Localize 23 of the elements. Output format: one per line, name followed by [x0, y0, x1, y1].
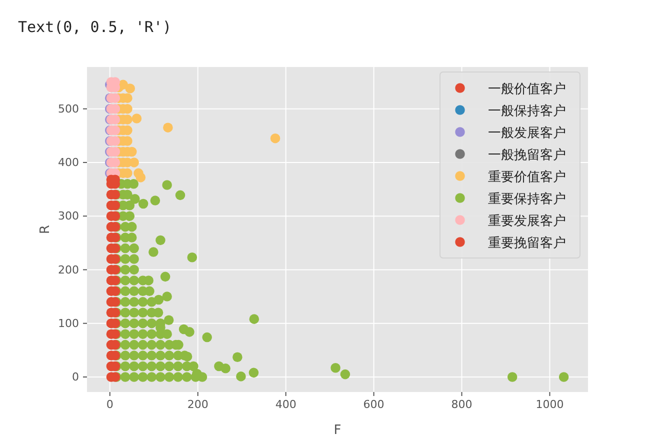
- legend-label: 重要挽留客户: [488, 235, 566, 251]
- legend-label: 重要发展客户: [488, 213, 566, 229]
- legend-label: 一般挽留客户: [488, 147, 566, 163]
- x-tick-label: 1000: [536, 398, 564, 411]
- x-tick-label: 600: [363, 398, 384, 411]
- legend-label: 一般发展客户: [488, 125, 566, 141]
- y-tick-label: 100: [58, 316, 79, 330]
- y-tick-label: 500: [58, 102, 79, 116]
- x-axis-title: F: [334, 423, 342, 438]
- y-tick-label: 200: [58, 263, 79, 276]
- legend-label: 重要保持客户: [488, 191, 566, 207]
- legend-label: 重要价值客户: [488, 169, 566, 185]
- y-tick-label: 0: [72, 370, 79, 384]
- x-tick-label: 200: [187, 398, 208, 411]
- x-tick-label: 800: [451, 398, 472, 411]
- text: Text(0, 0.5, 'R'): [18, 18, 172, 36]
- y-axis-title: R: [38, 224, 53, 234]
- y-tick-label: 300: [58, 210, 79, 223]
- legend-label: 一般保持客户: [488, 103, 566, 119]
- x-tick-label: 0: [106, 398, 114, 411]
- legend-label: 一般价值客户: [488, 81, 566, 97]
- y-tick-label: 400: [58, 156, 79, 169]
- x-tick-label: 400: [275, 398, 296, 411]
